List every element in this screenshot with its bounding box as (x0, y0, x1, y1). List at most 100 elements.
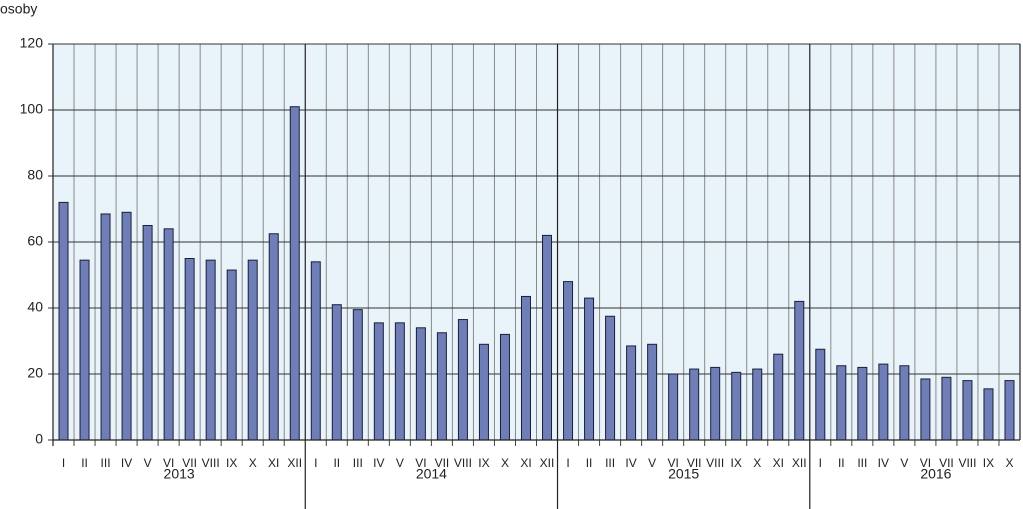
x-tick-label: VI (415, 456, 426, 470)
bar (457, 319, 468, 441)
x-tick-label: III (101, 456, 111, 470)
bar (563, 281, 574, 441)
y-tick-label: 40 (27, 299, 43, 315)
x-tick-label: X (1005, 456, 1013, 470)
bar (731, 371, 742, 441)
bar (163, 228, 174, 441)
bar (668, 373, 679, 441)
bar (184, 258, 195, 441)
bar (794, 300, 805, 441)
bar (142, 225, 153, 441)
x-tick-label: XII (287, 456, 302, 470)
x-tick-label: IX (731, 456, 742, 470)
x-tick-label: XI (773, 456, 784, 470)
bar (310, 261, 321, 441)
bar (920, 378, 931, 441)
x-tick-label: V (900, 456, 908, 470)
x-tick-label: I (62, 456, 65, 470)
bar (962, 380, 973, 441)
bar (247, 259, 258, 441)
x-tick-label: VII (939, 456, 954, 470)
y-tick-label: 20 (27, 365, 43, 381)
bar (752, 368, 763, 441)
bar (58, 201, 69, 441)
x-tick-label: IX (226, 456, 237, 470)
bar (121, 211, 132, 441)
year-label: 2016 (920, 466, 951, 482)
y-tick-label: 80 (27, 167, 43, 183)
y-tick-label: 0 (35, 431, 43, 447)
x-tick-label: VII (182, 456, 197, 470)
x-tick-label: VIII (454, 456, 472, 470)
x-tick-label: VII (687, 456, 702, 470)
year-label: 2013 (164, 466, 195, 482)
bar (647, 343, 658, 441)
x-tick-label: X (249, 456, 257, 470)
x-tick-label: V (648, 456, 656, 470)
bar (478, 343, 489, 441)
bar (394, 322, 405, 441)
bar (226, 269, 237, 441)
y-axis-label: osoby (0, 1, 37, 17)
bar (815, 348, 826, 441)
x-tick-label: XI (520, 456, 531, 470)
bar (689, 368, 700, 441)
x-tick-label: IX (478, 456, 489, 470)
x-tick-label: V (144, 456, 152, 470)
x-tick-label: III (857, 456, 867, 470)
x-tick-label: IV (121, 456, 132, 470)
bar (100, 213, 111, 441)
bar (983, 388, 994, 441)
bar (499, 333, 510, 441)
bar (436, 332, 447, 441)
bar (352, 309, 363, 441)
year-label: 2014 (416, 466, 447, 482)
x-tick-label: VIII (202, 456, 220, 470)
x-tick-label: XI (268, 456, 279, 470)
x-tick-label: IX (983, 456, 994, 470)
bar (1004, 380, 1015, 441)
bar (899, 365, 910, 441)
x-tick-label: VI (920, 456, 931, 470)
x-tick-label: III (605, 456, 615, 470)
x-tick-label: II (81, 456, 88, 470)
x-tick-label: IV (878, 456, 889, 470)
bar (836, 365, 847, 441)
bar (605, 315, 616, 441)
x-tick-label: XII (540, 456, 555, 470)
bar (289, 106, 300, 441)
bar (415, 327, 426, 441)
x-tick-label: X (753, 456, 761, 470)
x-tick-label: VIII (706, 456, 724, 470)
bar (268, 233, 279, 441)
x-tick-label: II (838, 456, 845, 470)
x-tick-label: VI (163, 456, 174, 470)
bar (542, 234, 553, 441)
x-tick-label: I (314, 456, 317, 470)
x-tick-label: X (501, 456, 509, 470)
y-tick-label: 60 (27, 233, 43, 249)
x-tick-label: II (333, 456, 340, 470)
x-tick-label: I (819, 456, 822, 470)
bar (941, 376, 952, 441)
bar (773, 353, 784, 441)
bar (79, 259, 90, 441)
y-tick-label: 100 (20, 101, 44, 117)
bar (710, 366, 721, 441)
bar (373, 322, 384, 441)
x-tick-label: VII (435, 456, 450, 470)
year-label: 2015 (668, 466, 699, 482)
x-tick-label: II (586, 456, 593, 470)
x-tick-label: V (396, 456, 404, 470)
x-tick-label: III (353, 456, 363, 470)
x-tick-label: IV (373, 456, 384, 470)
x-tick-label: IV (625, 456, 636, 470)
bar (520, 295, 531, 441)
x-tick-label: I (566, 456, 569, 470)
bar (878, 363, 889, 441)
y-tick-label: 120 (20, 35, 44, 51)
bar (205, 259, 216, 441)
bar (331, 304, 342, 441)
